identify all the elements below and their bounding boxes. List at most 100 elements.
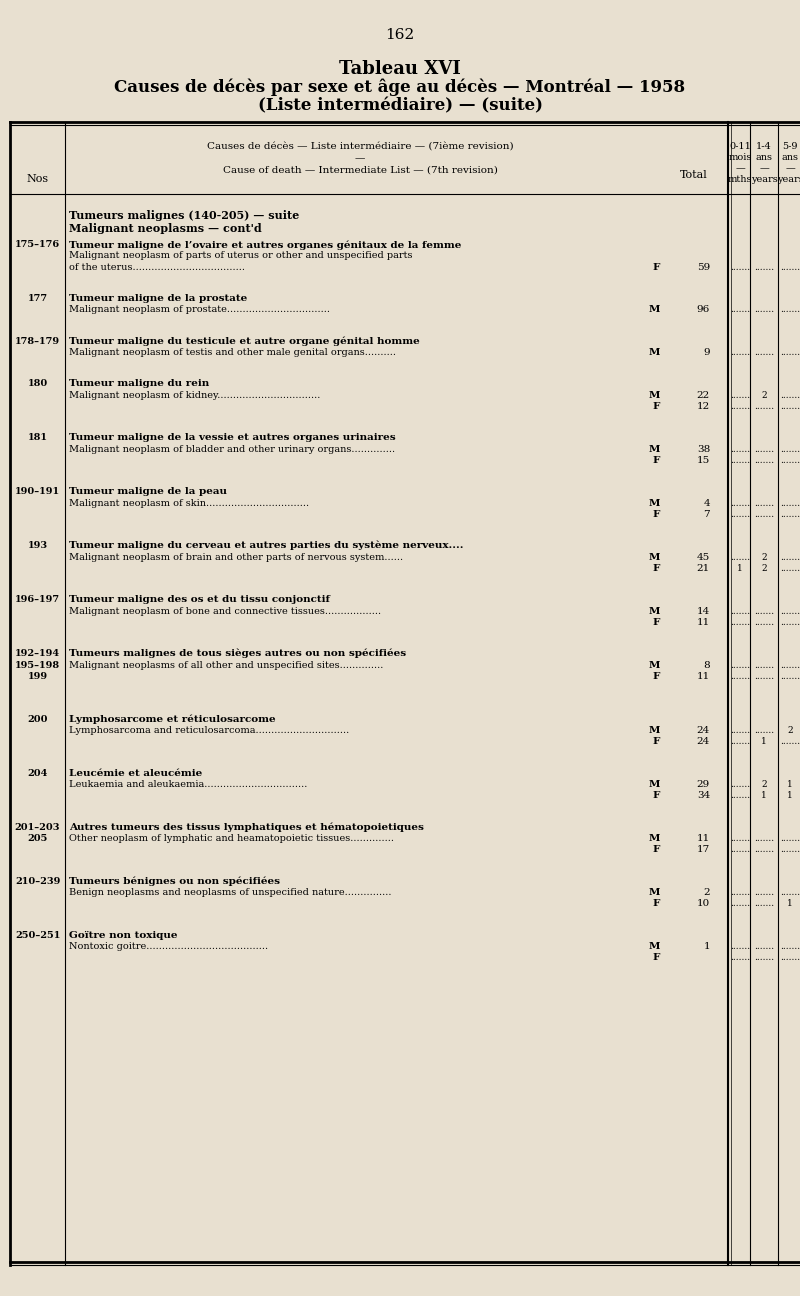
Text: .......: .......: [730, 552, 750, 561]
Text: 204: 204: [27, 769, 48, 778]
Text: Tumeur maligne du cerveau et autres parties du système nerveux....: Tumeur maligne du cerveau et autres part…: [69, 540, 463, 551]
Text: —: —: [785, 165, 795, 172]
Text: .......: .......: [754, 511, 774, 518]
Text: F: F: [653, 618, 660, 627]
Text: .......: .......: [754, 661, 774, 670]
Text: M: M: [649, 306, 660, 315]
Text: .......: .......: [780, 263, 800, 272]
Text: Tumeurs bénignes ou non spécifiées: Tumeurs bénignes ou non spécifiées: [69, 876, 280, 886]
Text: M: M: [649, 942, 660, 951]
Text: .......: .......: [754, 845, 774, 854]
Text: Lymphosarcome et réticulosarcome: Lymphosarcome et réticulosarcome: [69, 714, 276, 724]
Text: F: F: [653, 263, 660, 272]
Text: of the uterus....................................: of the uterus...........................…: [69, 263, 245, 272]
Text: 1: 1: [787, 792, 793, 801]
Text: 22: 22: [697, 390, 710, 399]
Text: Leucémie et aleucémie: Leucémie et aleucémie: [69, 769, 202, 778]
Text: Malignant neoplasm of kidney.................................: Malignant neoplasm of kidney............…: [69, 390, 320, 399]
Text: Malignant neoplasm of prostate.................................: Malignant neoplasm of prostate..........…: [69, 306, 330, 315]
Text: 192–194: 192–194: [15, 649, 60, 658]
Text: 175–176: 175–176: [15, 240, 60, 249]
Text: 1: 1: [787, 780, 793, 789]
Text: .......: .......: [730, 390, 750, 399]
Text: .......: .......: [730, 899, 750, 908]
Text: 210–239: 210–239: [15, 876, 60, 885]
Text: M: M: [649, 499, 660, 508]
Text: 34: 34: [697, 792, 710, 801]
Text: Malignant neoplasm of testis and other male genital organs..........: Malignant neoplasm of testis and other m…: [69, 349, 396, 356]
Text: .......: .......: [780, 445, 800, 454]
Text: years: years: [777, 175, 800, 184]
Text: .......: .......: [780, 618, 800, 627]
Text: .......: .......: [754, 888, 774, 897]
Text: mths: mths: [728, 175, 752, 184]
Text: .......: .......: [730, 888, 750, 897]
Text: M: M: [649, 445, 660, 454]
Text: 1: 1: [737, 564, 743, 573]
Text: M: M: [649, 390, 660, 399]
Text: Malignant neoplasm of brain and other parts of nervous system......: Malignant neoplasm of brain and other pa…: [69, 552, 403, 561]
Text: .......: .......: [730, 954, 750, 963]
Text: Total: Total: [680, 170, 708, 180]
Text: 0-11: 0-11: [729, 143, 751, 152]
Text: 2: 2: [703, 888, 710, 897]
Text: .......: .......: [754, 835, 774, 842]
Text: 205: 205: [27, 835, 48, 842]
Text: 181: 181: [27, 433, 47, 442]
Text: Tumeur maligne de la prostate: Tumeur maligne de la prostate: [69, 294, 247, 303]
Text: 7: 7: [703, 511, 710, 518]
Text: .......: .......: [780, 737, 800, 746]
Text: Malignant neoplasms of all other and unspecified sites..............: Malignant neoplasms of all other and uns…: [69, 661, 383, 670]
Text: .......: .......: [754, 499, 774, 508]
Text: .......: .......: [780, 402, 800, 411]
Text: M: M: [649, 726, 660, 735]
Text: F: F: [653, 954, 660, 963]
Text: .......: .......: [780, 349, 800, 356]
Text: M: M: [649, 552, 660, 561]
Text: 1: 1: [761, 737, 767, 746]
Text: 21: 21: [697, 564, 710, 573]
Text: Tumeur maligne de la peau: Tumeur maligne de la peau: [69, 487, 227, 496]
Text: .......: .......: [780, 511, 800, 518]
Text: .......: .......: [780, 564, 800, 573]
Text: 201–203: 201–203: [14, 823, 60, 832]
Text: Cause of death — Intermediate List — (7th revision): Cause of death — Intermediate List — (7t…: [222, 166, 498, 175]
Text: —: —: [355, 154, 365, 163]
Text: 11: 11: [697, 835, 710, 842]
Text: M: M: [649, 888, 660, 897]
Text: 200: 200: [27, 714, 48, 723]
Text: 38: 38: [697, 445, 710, 454]
Text: .......: .......: [780, 607, 800, 616]
Text: Benign neoplasms and neoplasms of unspecified nature...............: Benign neoplasms and neoplasms of unspec…: [69, 888, 391, 897]
Text: 177: 177: [27, 294, 47, 303]
Text: 17: 17: [697, 845, 710, 854]
Text: M: M: [649, 835, 660, 842]
Text: F: F: [653, 737, 660, 746]
Text: Tumeur maligne de l’ovaire et autres organes génitaux de la femme: Tumeur maligne de l’ovaire et autres org…: [69, 240, 462, 250]
Text: 195–198: 195–198: [15, 661, 60, 670]
Text: —: —: [735, 165, 745, 172]
Text: Tumeur maligne de la vessie et autres organes urinaires: Tumeur maligne de la vessie et autres or…: [69, 433, 396, 442]
Text: .......: .......: [780, 942, 800, 951]
Text: years: years: [750, 175, 778, 184]
Text: .......: .......: [754, 263, 774, 272]
Text: .......: .......: [754, 673, 774, 680]
Text: Causes de décès — Liste intermédiaire — (7ième revision): Causes de décès — Liste intermédiaire — …: [206, 143, 514, 152]
Text: .......: .......: [754, 899, 774, 908]
Text: 190–191: 190–191: [15, 487, 60, 496]
Text: Malignant neoplasm of bladder and other urinary organs..............: Malignant neoplasm of bladder and other …: [69, 445, 395, 454]
Text: 2: 2: [761, 564, 767, 573]
Text: Tableau XVI: Tableau XVI: [339, 60, 461, 78]
Text: F: F: [653, 899, 660, 908]
Text: .......: .......: [730, 456, 750, 465]
Text: ans: ans: [782, 153, 798, 162]
Text: .......: .......: [730, 618, 750, 627]
Text: Nontoxic goitre.......................................: Nontoxic goitre.........................…: [69, 942, 268, 951]
Text: 14: 14: [697, 607, 710, 616]
Text: ans: ans: [755, 153, 773, 162]
Text: .......: .......: [754, 618, 774, 627]
Text: .......: .......: [780, 390, 800, 399]
Text: .......: .......: [780, 888, 800, 897]
Text: F: F: [653, 673, 660, 680]
Text: Tumeur maligne du rein: Tumeur maligne du rein: [69, 378, 210, 388]
